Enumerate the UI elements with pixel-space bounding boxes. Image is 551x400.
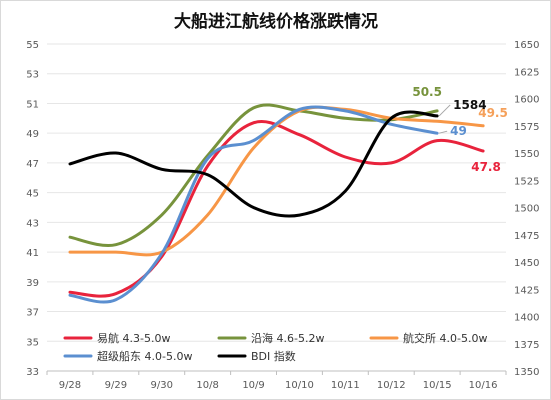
y-left-tick-label: 49 <box>26 129 39 140</box>
series-line-1 <box>68 103 439 247</box>
y-right-tick-label: 1650 <box>514 40 539 51</box>
y-left-tick-label: 37 <box>26 308 39 319</box>
y-left-tick-label: 43 <box>26 218 39 229</box>
y-right-tick-label: 1375 <box>514 340 539 351</box>
y-left-tick-label: 39 <box>26 278 39 289</box>
x-tick-label: 10/11 <box>331 380 360 391</box>
legend[interactable]: 易航 4.3-5.0w 沿海 4.6-5.2w 航交所 4.0-5.0w 超级船东 4… <box>63 331 487 363</box>
y-left-tick-label: 55 <box>26 40 39 51</box>
y-right-tick-label: 1400 <box>514 313 539 324</box>
legend-label: 超级船东 4.0-5.0w <box>97 349 192 363</box>
x-tick-label: 9/28 <box>59 380 81 391</box>
series-line-4 <box>68 110 439 218</box>
gridlines <box>47 43 506 372</box>
x-tick-label: 10/9 <box>242 380 264 391</box>
legend-item[interactable]: 易航 4.3-5.0w <box>63 331 170 345</box>
x-tick-label: 9/29 <box>105 380 127 391</box>
legend-label: 沿海 4.6-5.2w <box>251 331 324 345</box>
y-right-tick-label: 1600 <box>514 95 539 106</box>
data-label-4: 1584 <box>453 98 486 112</box>
legend-label: 航交所 4.0-5.0w <box>403 331 487 345</box>
y-right-tick-label: 1500 <box>514 204 539 215</box>
y-left-tick-label: 45 <box>26 189 39 200</box>
legend-label: 易航 4.3-5.0w <box>97 331 170 345</box>
x-tick-label: 10/12 <box>377 380 406 391</box>
y-right-tick-label: 1550 <box>514 149 539 160</box>
chart-title: 大船进江航线价格涨跌情况 <box>174 11 378 32</box>
y-left-tick-label: 51 <box>26 99 39 110</box>
data-label-3: 49 <box>450 124 467 138</box>
series-line-3 <box>68 105 439 304</box>
legend-item[interactable]: 航交所 4.0-5.0w <box>369 331 487 345</box>
data-label-leader <box>438 104 451 117</box>
axes: 33 35 37 39 41 43 45 47 49 51 53 55 1350 1375 1400 1425… <box>26 40 539 391</box>
data-label-2: 49.5 <box>478 106 508 120</box>
legend-item[interactable]: 沿海 4.6-5.2w <box>217 331 324 345</box>
data-label-1: 50.5 <box>412 85 442 99</box>
legend-item[interactable]: BDI 指数 <box>217 349 296 363</box>
x-tick-label: 10/8 <box>196 380 218 391</box>
y-left-tick-label: 35 <box>26 337 39 348</box>
series-lines <box>68 103 485 304</box>
y-left-tick-label: 33 <box>26 367 39 378</box>
y-right-tick-label: 1475 <box>514 231 539 242</box>
series-line-0 <box>68 120 485 298</box>
series-line-2 <box>68 105 485 257</box>
y-right-tick-label: 1425 <box>514 285 539 296</box>
y-left-tick-label: 53 <box>26 70 39 81</box>
y-right-tick-label: 1450 <box>514 258 539 269</box>
x-tick-label: 10/10 <box>285 380 314 391</box>
y-right-tick-label: 1575 <box>514 122 539 133</box>
y-left-tick-label: 41 <box>26 248 39 259</box>
y-left-tick-label: 47 <box>26 159 39 170</box>
y-right-tick-label: 1525 <box>514 176 539 187</box>
y-right-tick-label: 1350 <box>514 367 539 378</box>
legend-item[interactable]: 超级船东 4.0-5.0w <box>63 349 192 363</box>
x-tick-label: 10/15 <box>423 380 452 391</box>
y-right-tick-label: 1625 <box>514 67 539 78</box>
data-labels: 47.8 50.5 49.5 49 1584 <box>412 85 508 174</box>
legend-label: BDI 指数 <box>251 349 296 363</box>
x-tick-label: 10/16 <box>469 380 498 391</box>
data-label-0: 47.8 <box>471 160 501 174</box>
data-label-leader <box>439 130 448 134</box>
x-tick-label: 9/30 <box>151 380 173 391</box>
